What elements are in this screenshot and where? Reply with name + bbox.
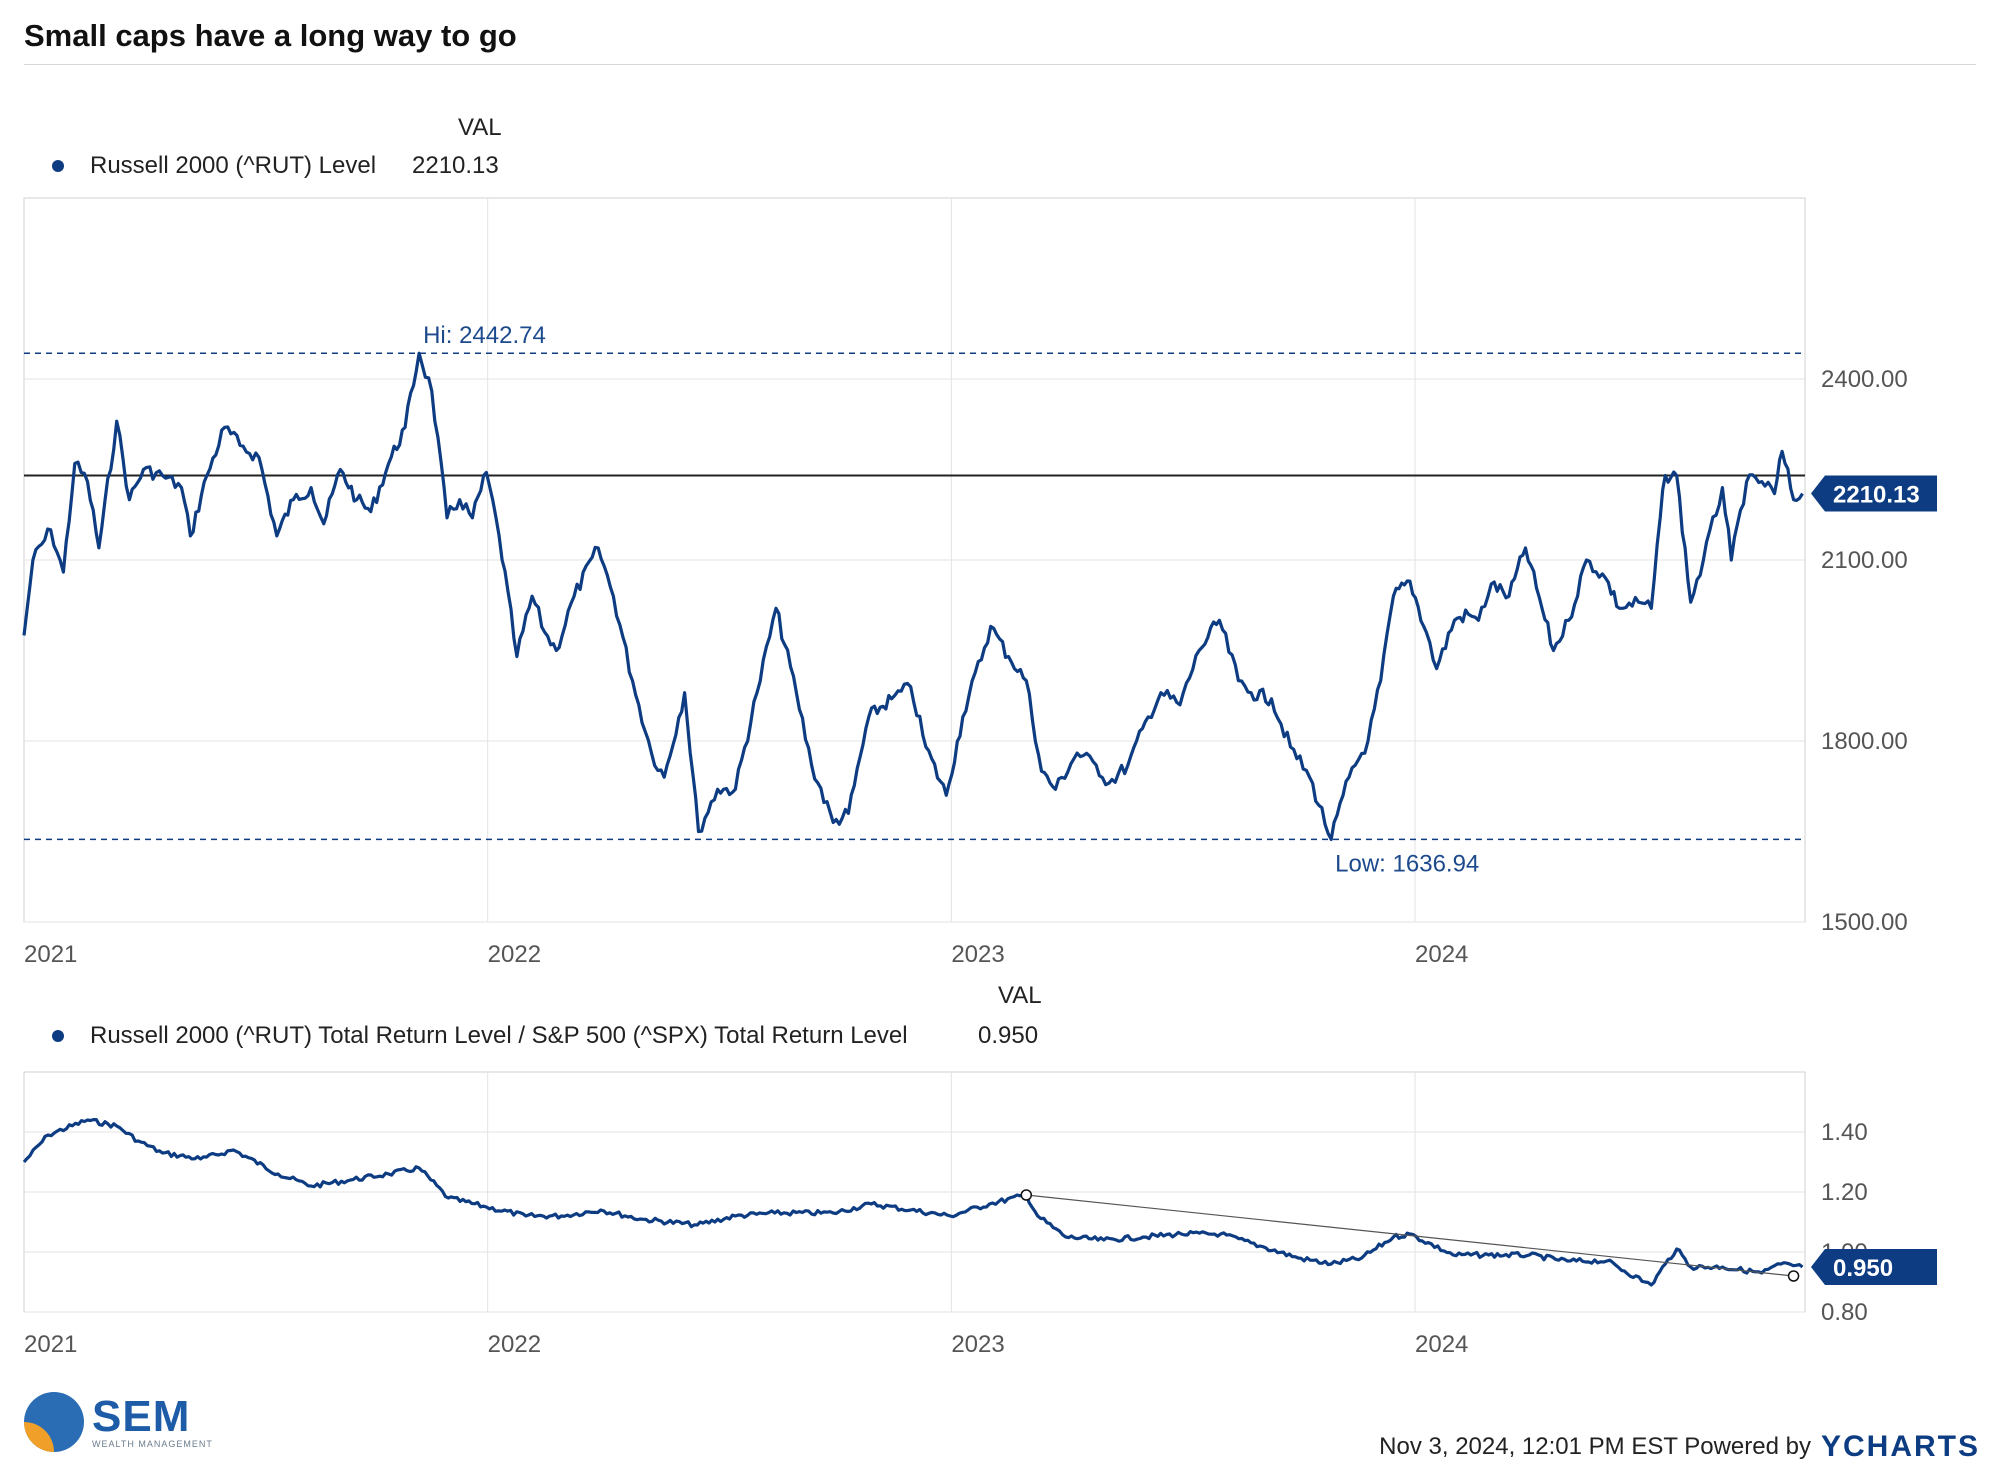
chart-title: Small caps have a long way to go [24,18,517,53]
top-x-tick-label: 2021 [24,941,77,968]
top-val-header: VAL [458,114,502,141]
bottom-legend-item[interactable]: Russell 2000 (^RUT) Total Return Level /… [52,1022,908,1050]
series-dot-icon [52,1030,64,1042]
top-x-tick-label: 2022 [488,941,541,968]
top-legend-label: Russell 2000 (^RUT) Level [90,152,377,179]
bottom-x-tick-label: 2021 [24,1331,77,1358]
bottom-val-header: VAL [998,982,1042,1009]
top-last-value-badge-text: 2210.13 [1833,482,1920,509]
top-series-line [22,351,1804,841]
bottom-series-line [22,1118,1804,1287]
bottom-y-tick-label: 1.40 [1821,1119,1868,1146]
logo-tagline: WEALTH MANAGEMENT [92,1439,213,1449]
top-high-label: Hi: 2442.74 [423,322,546,349]
bottom-legend-label: Russell 2000 (^RUT) Total Return Level /… [90,1022,908,1049]
top-y-tick-label: 2100.00 [1821,547,1908,574]
bottom-legend-value: 0.950 [978,1022,1039,1049]
top-low-label: Low: 1636.94 [1335,850,1479,877]
bottom-last-value-badge-text: 0.950 [1833,1255,1893,1282]
sem-logo-icon [24,1392,84,1452]
sem-logo: SEM WEALTH MANAGEMENT [24,1392,213,1452]
top-legend-value-wrap: 2210.13 [412,152,499,180]
bottom-trend-line [1026,1194,1794,1277]
bottom-trend-end-point [1787,1270,1800,1282]
top-x-tick-label: 2024 [1415,941,1468,968]
title-divider [24,64,1976,65]
top-y-tick-label: 1800.00 [1821,728,1908,755]
series-dot-icon [52,160,64,172]
bottom-y-tick-label: 1.20 [1821,1179,1868,1206]
top-last-value-badge [1811,475,1937,512]
bottom-y-tick-label: 0.80 [1821,1299,1868,1326]
bottom-x-tick-label: 2023 [951,1331,1004,1358]
footer: Nov 3, 2024, 12:01 PM EST Powered by YCH… [1379,1430,1980,1464]
footer-timestamp: Nov 3, 2024, 12:01 PM EST Powered by [1379,1433,1811,1460]
bottom-last-value-badge [1811,1249,1937,1285]
top-y-tick-label: 1500.00 [1821,909,1908,936]
ycharts-brand: YCHARTS [1820,1430,1980,1463]
bottom-x-tick-label: 2024 [1415,1331,1468,1358]
logo-name: SEM [92,1392,191,1441]
bottom-legend-value-wrap: 0.950 [978,1022,1038,1050]
top-x-tick-label: 2023 [951,941,1004,968]
top-legend-item[interactable]: Russell 2000 (^RUT) Level [52,152,376,180]
bottom-trend-start-point [1020,1189,1033,1201]
top-y-tick-label: 2400.00 [1821,366,1908,393]
top-legend-value: 2210.13 [412,152,499,179]
bottom-x-tick-label: 2022 [488,1331,541,1358]
